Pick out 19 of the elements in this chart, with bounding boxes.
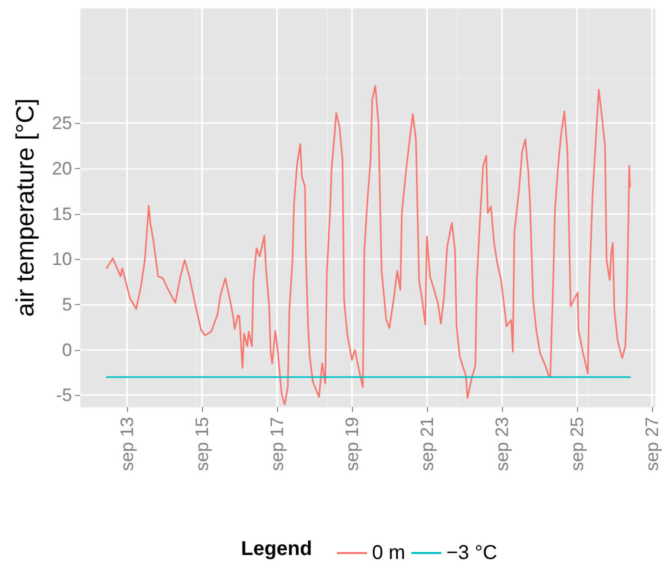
- y-tick-label: 15: [52, 204, 72, 224]
- legend-title: Legend: [241, 538, 312, 560]
- x-tick-label: sep 27: [642, 417, 662, 472]
- y-tick-label: 20: [52, 158, 72, 179]
- x-tick-label: sep 23: [492, 417, 512, 472]
- x-tick-label: sep 17: [266, 417, 287, 472]
- legend-label: −3 °C: [446, 542, 498, 564]
- y-tick-label: -5: [56, 385, 72, 406]
- y-tick-label: 25: [52, 113, 72, 134]
- legend-label: 0 m: [372, 542, 406, 564]
- x-tick-label: sep 13: [116, 417, 137, 472]
- x-tick-label: sep 21: [416, 417, 437, 472]
- y-tick-label: 10: [52, 249, 72, 270]
- x-tick-label: sep 15: [192, 417, 212, 472]
- x-tick-label: sep 25: [566, 417, 587, 472]
- y-tick-label: 5: [62, 294, 72, 315]
- y-tick-label: 0: [62, 340, 72, 360]
- y-axis-title: air temperature [°C]: [12, 98, 40, 317]
- x-tick-label: sep 19: [342, 417, 362, 472]
